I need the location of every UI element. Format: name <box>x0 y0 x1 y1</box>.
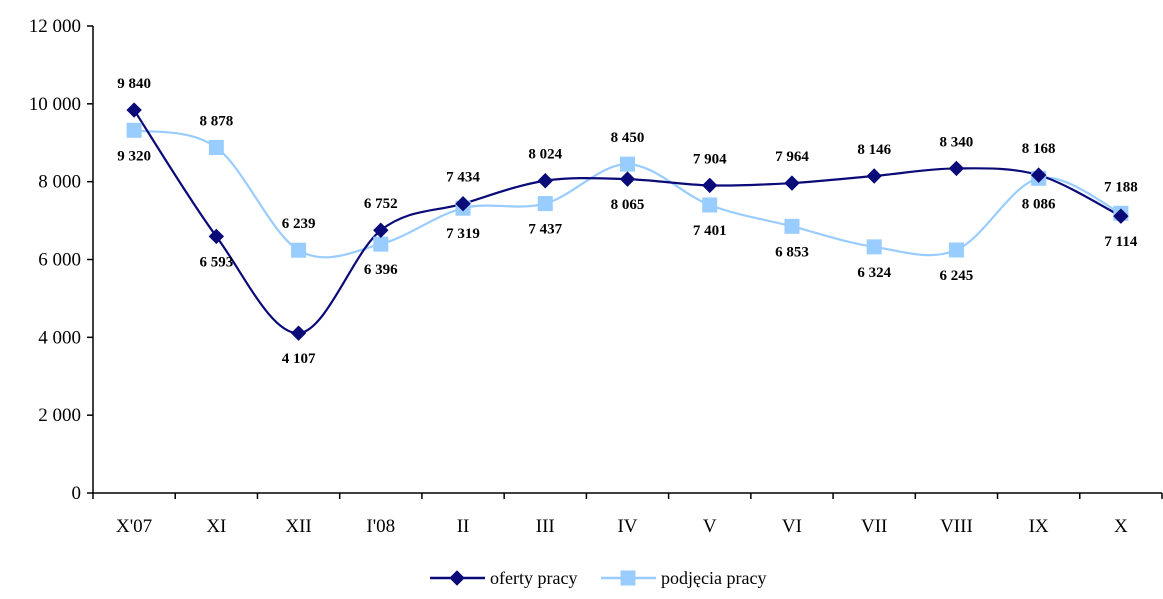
data-label-podjecia: 7 401 <box>693 223 727 239</box>
legend: oferty pracy podjęcia pracy <box>430 568 766 588</box>
legend-oferty-marker <box>449 570 465 586</box>
legend-podjecia-marker <box>620 570 636 586</box>
data-point-oferty <box>948 160 965 177</box>
data-label-podjecia: 7 188 <box>1104 179 1138 195</box>
x-tick-label: X'07 <box>116 516 152 537</box>
x-tick-label: II <box>457 516 470 537</box>
data-label-oferty: 4 107 <box>282 351 316 367</box>
x-tick-label: XI <box>206 516 226 537</box>
data-label-oferty: 7 964 <box>775 149 809 165</box>
data-label-podjecia: 6 239 <box>282 216 316 232</box>
x-tick-label: IX <box>1029 516 1049 537</box>
data-label-oferty: 8 065 <box>611 197 645 213</box>
data-point-oferty <box>373 222 389 238</box>
data-point-oferty <box>455 195 471 212</box>
y-tick-label: 10 000 <box>29 94 81 115</box>
data-label-podjecia: 7 319 <box>446 226 480 242</box>
data-label-podjecia: 8 086 <box>1022 196 1056 212</box>
data-label-oferty: 7 114 <box>1104 234 1137 250</box>
data-label-oferty: 9 840 <box>117 76 151 92</box>
x-tick-label: X <box>1114 516 1128 537</box>
data-point-podjecia <box>702 197 718 213</box>
data-label-podjecia: 6 853 <box>775 244 809 260</box>
data-point-oferty <box>537 173 553 189</box>
data-point-oferty <box>126 102 142 118</box>
data-label-oferty: 7 434 <box>446 170 480 186</box>
x-tick-label: III <box>536 516 555 537</box>
y-tick-label: 12 000 <box>29 16 81 37</box>
data-label-podjecia: 8 450 <box>611 130 645 146</box>
data-label-oferty: 8 168 <box>1022 141 1056 157</box>
data-label-oferty: 8 024 <box>528 147 562 163</box>
y-tick-label: 2 000 <box>38 405 81 426</box>
x-tick-label: VIII <box>940 516 973 537</box>
data-label-podjecia: 6 396 <box>364 262 398 278</box>
data-point-oferty <box>208 228 225 245</box>
data-label-oferty: 8 146 <box>857 142 891 158</box>
data-point-oferty <box>1113 208 1129 224</box>
data-label-oferty: 8 340 <box>940 134 974 150</box>
data-label-oferty: 6 752 <box>364 196 398 212</box>
data-point-podjecia <box>866 239 882 255</box>
data-label-podjecia: 9 320 <box>117 148 151 164</box>
data-label-oferty: 7 904 <box>693 151 727 167</box>
data-label-oferty: 6 593 <box>199 254 233 270</box>
data-label-podjecia: 8 878 <box>199 113 233 129</box>
data-point-podjecia <box>291 242 307 258</box>
data-point-oferty <box>702 177 718 194</box>
data-point-oferty <box>290 325 307 341</box>
legend-podjecia-label: podjęcia pracy <box>661 568 766 588</box>
data-point-oferty <box>619 171 636 187</box>
data-point-oferty <box>784 175 800 191</box>
data-point-podjecia <box>784 218 800 234</box>
data-label-podjecia: 7 437 <box>528 222 562 238</box>
x-tick-label: XII <box>285 516 311 537</box>
x-tick-label: V <box>703 516 717 537</box>
data-point-oferty <box>866 168 882 184</box>
x-tick-label: IV <box>617 516 637 537</box>
y-tick-label: 6 000 <box>38 250 81 271</box>
series-markers <box>126 102 1129 341</box>
data-point-podjecia <box>948 242 964 258</box>
data-point-podjecia <box>537 196 553 212</box>
data-label-podjecia: 6 245 <box>940 268 974 284</box>
data-label-podjecia: 6 324 <box>857 265 891 281</box>
y-tick-label: 4 000 <box>38 327 81 348</box>
x-tick-label: VI <box>782 516 802 537</box>
y-tick-label: 8 000 <box>38 172 81 193</box>
data-point-podjecia <box>620 156 635 172</box>
x-tick-label: I'08 <box>366 516 395 537</box>
data-point-podjecia <box>126 122 142 138</box>
legend-oferty-label: oferty pracy <box>490 568 577 588</box>
data-labels: 9 840 9 320 6 593 8 878 4 107 6 239 6 752 6 396… <box>117 76 1138 367</box>
y-tick-label: 0 <box>72 483 82 504</box>
data-point-oferty <box>1030 167 1047 183</box>
data-point-podjecia <box>208 139 224 155</box>
data-point-podjecia <box>373 236 389 252</box>
x-tick-label: VII <box>861 516 887 537</box>
